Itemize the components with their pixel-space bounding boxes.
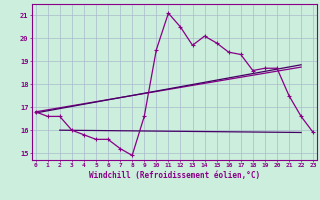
X-axis label: Windchill (Refroidissement éolien,°C): Windchill (Refroidissement éolien,°C) xyxy=(89,171,260,180)
